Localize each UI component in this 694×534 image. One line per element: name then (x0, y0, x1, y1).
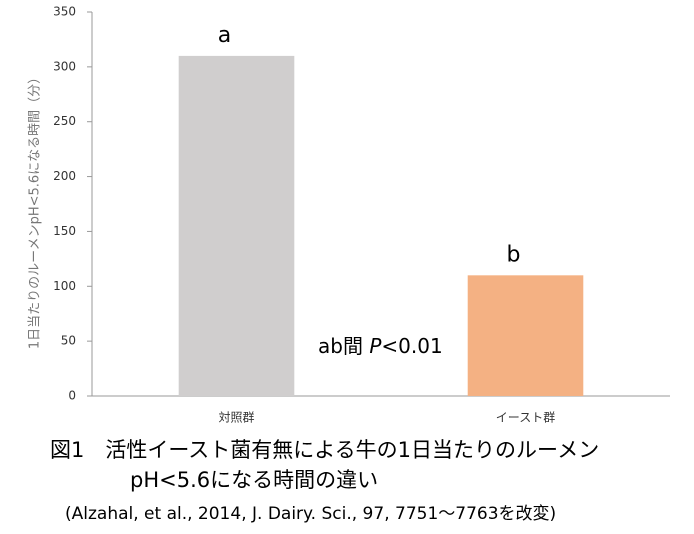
caption-line: pH<5.6になる時間の違い (130, 468, 378, 492)
y-tick-label: 150 (53, 224, 76, 238)
y-axis-label: 1日当たりのルーメンpH<5.6になる時間（分） (28, 71, 43, 349)
annotation-part: <0.01 (381, 334, 442, 358)
annotation-part: ab間 (318, 334, 369, 358)
y-tick-label: 350 (53, 5, 76, 19)
annotation-part: P (369, 334, 382, 358)
x-tick-label: イースト群 (496, 411, 555, 425)
y-tick-label: 0 (68, 389, 76, 403)
y-tick-label: 300 (53, 59, 76, 73)
bar (467, 275, 584, 396)
y-tick-label: 200 (53, 169, 76, 183)
significance-label: a (218, 23, 231, 48)
significance-label: b (507, 242, 521, 267)
caption-line: (Alzahal, et al., 2014, J. Dairy. Sci., … (65, 504, 556, 524)
y-tick-label: 100 (53, 279, 76, 293)
bar (178, 55, 295, 397)
caption-line: 図1 活性イースト菌有無による牛の1日当たりのルーメン (50, 438, 599, 462)
x-tick-label: 対照群 (218, 411, 254, 425)
y-tick-label: 250 (53, 114, 76, 128)
annotation: ab間 P<0.01 (318, 334, 443, 358)
y-tick-label: 50 (61, 334, 76, 348)
